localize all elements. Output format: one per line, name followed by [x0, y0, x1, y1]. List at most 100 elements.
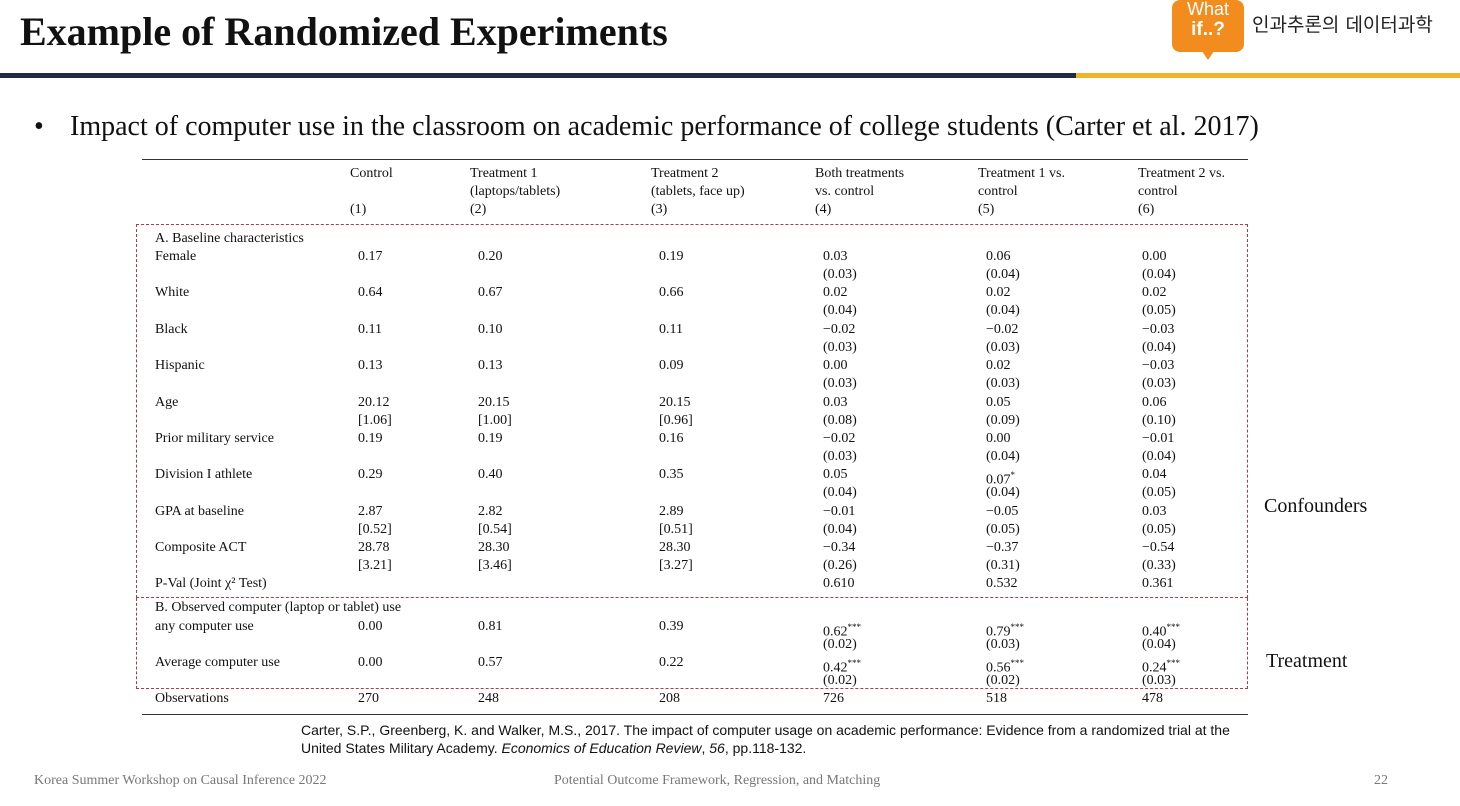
estimate-cell: 0.00 — [823, 358, 848, 374]
significance-stars: * — [1010, 470, 1016, 481]
estimate-cell: 0.39 — [659, 619, 684, 634]
pval-cell: 0.361 — [1142, 576, 1174, 591]
estimate-cell: 0.05 — [823, 467, 848, 483]
estimate-cell: 0.62*** — [823, 622, 861, 640]
estimate-cell: 0.81 — [478, 619, 503, 634]
significance-stars: *** — [1166, 622, 1181, 632]
significance-stars: *** — [1010, 658, 1025, 669]
estimate-cell: 0.06 — [1142, 394, 1167, 410]
estimate-cell: 0.03 — [1142, 503, 1167, 519]
estimate-cell: 0.00 — [358, 619, 383, 634]
page-number: 22 — [1374, 773, 1388, 788]
row-label: GPA at baseline — [155, 503, 244, 519]
pval-cell: 0.532 — [986, 576, 1018, 591]
row-label: Division I athlete — [155, 467, 253, 483]
estimate-cell: 0.67 — [478, 285, 503, 301]
error-cell: (0.08) — [823, 412, 857, 428]
estimate-cell: 0.11 — [659, 321, 683, 337]
observations-cell: 270 — [358, 691, 379, 706]
error-cell: [1.00] — [478, 412, 512, 428]
error-cell: (0.26) — [823, 558, 857, 574]
column-header: (4) — [815, 202, 832, 217]
estimate-cell: 0.02 — [823, 285, 848, 301]
logo-line-1: What — [1186, 0, 1229, 19]
citation-journal: Economics of Education Review — [501, 740, 702, 756]
column-header: control — [978, 184, 1018, 199]
error-cell: [0.54] — [478, 521, 512, 537]
estimate-cell: 0.19 — [659, 249, 684, 264]
error-cell: (0.04) — [1142, 267, 1176, 282]
table-top-rule — [142, 159, 1248, 160]
estimate-cell: 0.17 — [358, 249, 383, 264]
estimate-cell: −0.03 — [1142, 321, 1175, 337]
column-header: (tablets, face up) — [651, 184, 745, 199]
observations-cell: 518 — [986, 691, 1007, 706]
error-cell: (0.03) — [823, 449, 857, 464]
table-bottom-rule — [142, 714, 1248, 715]
estimate-cell: 0.06 — [986, 249, 1011, 264]
estimate-cell: −0.34 — [823, 540, 856, 556]
error-cell: (0.03) — [1142, 673, 1176, 689]
observations-cell: 478 — [1142, 691, 1163, 706]
row-label: Observations — [155, 691, 229, 706]
title-rule-dark — [0, 73, 1076, 78]
estimate-cell: 2.87 — [358, 503, 383, 519]
error-cell: (0.03) — [986, 376, 1020, 392]
row-label: Age — [155, 394, 179, 410]
estimate-cell: −0.02 — [986, 321, 1019, 337]
estimate-cell: 0.10 — [478, 321, 503, 337]
observations-cell: 208 — [659, 691, 680, 706]
estimate-cell: 0.19 — [478, 431, 503, 446]
column-header: (3) — [651, 202, 668, 217]
column-header: Treatment 1 — [470, 166, 538, 181]
error-cell: (0.09) — [986, 412, 1020, 428]
estimate-cell: 20.12 — [358, 394, 390, 410]
error-cell: [0.51] — [659, 521, 693, 537]
estimate-cell: 0.22 — [659, 655, 684, 671]
estimate-cell: 0.16 — [659, 431, 684, 446]
error-cell: [3.46] — [478, 558, 512, 574]
observations-cell: 248 — [478, 691, 499, 706]
row-label: Black — [155, 321, 188, 337]
estimate-cell: −0.03 — [1142, 358, 1175, 374]
estimate-cell: 0.03 — [823, 394, 848, 410]
error-cell: [3.27] — [659, 558, 693, 574]
estimate-cell: 0.35 — [659, 467, 684, 483]
logo-line-2: if..? — [1191, 19, 1225, 40]
estimate-cell: 0.02 — [986, 285, 1011, 301]
error-cell: (0.05) — [1142, 485, 1176, 501]
what-if-logo: What if..? — [1172, 0, 1244, 60]
error-cell: (0.02) — [823, 673, 857, 689]
estimate-cell: −0.02 — [823, 321, 856, 337]
estimate-cell: −0.01 — [1142, 431, 1175, 446]
row-label: Prior military service — [155, 431, 274, 446]
treatment-label: Treatment — [1266, 650, 1348, 672]
error-cell: [0.96] — [659, 412, 693, 428]
estimate-cell: 0.03 — [823, 249, 848, 264]
section-header: A. Baseline characteristics — [155, 231, 304, 246]
citation-volume: 56 — [709, 740, 725, 756]
error-cell: (0.04) — [1142, 449, 1176, 464]
estimate-cell: 0.11 — [358, 321, 382, 337]
column-header: (2) — [470, 202, 487, 217]
estimate-cell: 0.13 — [478, 358, 503, 374]
error-cell: (0.02) — [986, 673, 1020, 689]
column-header: vs. control — [815, 184, 875, 199]
estimate-cell: 0.56*** — [986, 658, 1025, 677]
error-cell: (0.03) — [986, 339, 1020, 355]
error-cell: (0.04) — [986, 449, 1020, 464]
estimate-cell: 0.20 — [478, 249, 503, 264]
column-header: (1) — [350, 202, 367, 217]
column-header: (laptops/tablets) — [470, 184, 561, 199]
column-header: (6) — [1138, 202, 1155, 217]
estimate-cell: 0.07* — [986, 470, 1016, 489]
error-cell: (0.02) — [823, 637, 857, 652]
row-label: any computer use — [155, 619, 254, 634]
column-header: Treatment 2 vs. — [1138, 166, 1225, 181]
error-cell: (0.04) — [1142, 339, 1176, 355]
estimate-cell: 28.30 — [478, 540, 510, 556]
error-cell: (0.04) — [823, 303, 857, 319]
error-cell: (0.03) — [823, 339, 857, 355]
estimate-cell: 0.42*** — [823, 658, 861, 677]
estimate-cell: 0.64 — [358, 285, 383, 301]
